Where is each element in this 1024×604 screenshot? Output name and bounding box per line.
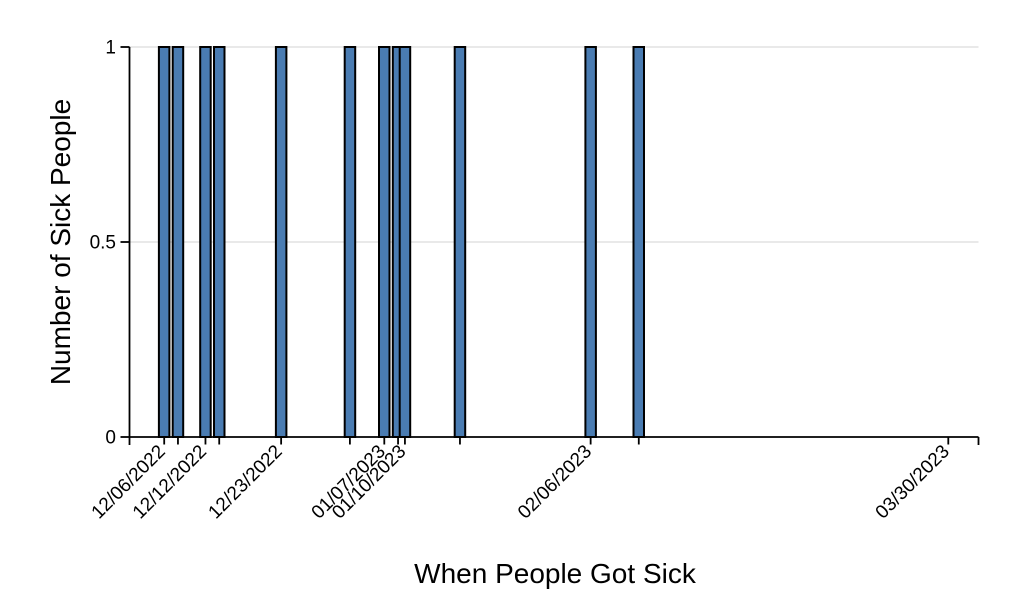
y-tick-label: 0 xyxy=(105,428,116,449)
bar xyxy=(398,46,412,438)
x-tick-label: 12/23/2022 xyxy=(205,441,287,523)
bar xyxy=(453,46,467,438)
y-tick-labels: 00.51 xyxy=(90,38,116,449)
x-tick-label: 02/06/2023 xyxy=(514,441,596,523)
bar xyxy=(213,46,226,438)
bar xyxy=(157,46,171,438)
bar xyxy=(343,46,357,438)
bar xyxy=(584,46,597,438)
y-axis-title: Number of Sick People xyxy=(45,99,76,385)
bar xyxy=(171,46,185,438)
x-tick-label: 03/30/2023 xyxy=(872,441,954,523)
gridlines xyxy=(129,46,979,243)
axes xyxy=(120,46,980,445)
bar xyxy=(632,46,645,438)
y-tick-label: 1 xyxy=(105,38,116,59)
x-axis-title: When People Got Sick xyxy=(414,558,697,589)
bar xyxy=(199,46,212,438)
bar xyxy=(274,46,288,438)
y-tick-label: 0.5 xyxy=(90,233,116,254)
bar xyxy=(378,46,391,438)
